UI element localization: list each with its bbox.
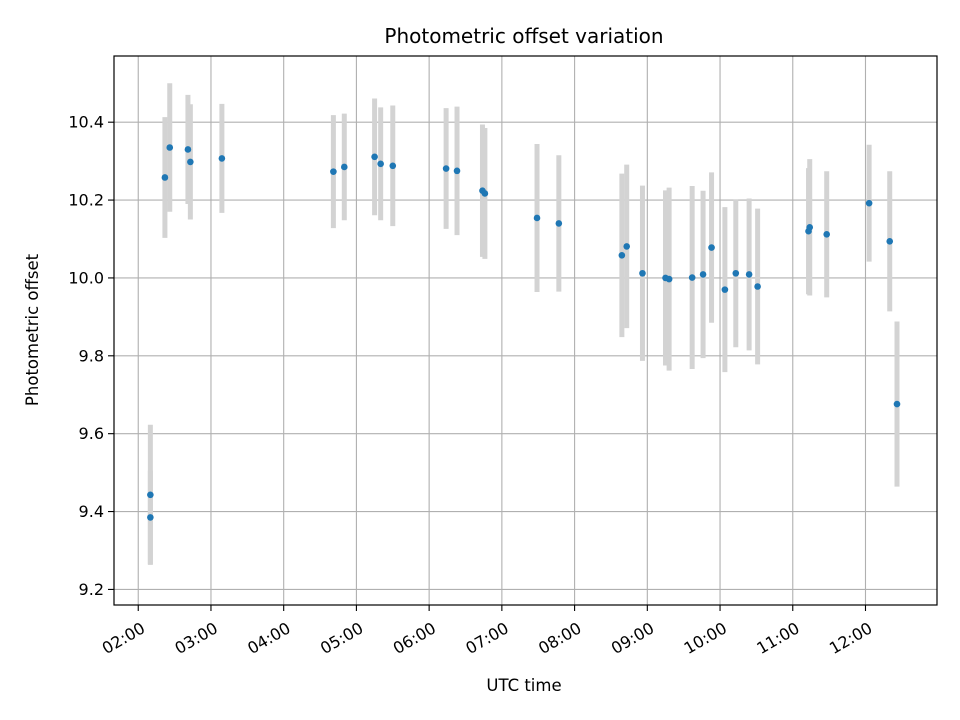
data-point xyxy=(481,190,489,197)
data-point xyxy=(442,165,450,172)
y-tick-label: 9.2 xyxy=(79,580,104,599)
data-point xyxy=(665,275,673,283)
data-point xyxy=(688,274,696,281)
data-point xyxy=(453,167,461,175)
data-point xyxy=(147,491,154,499)
data-point xyxy=(184,146,192,153)
data-point xyxy=(330,168,337,175)
data-point xyxy=(161,174,169,181)
data-point xyxy=(340,163,348,171)
data-point xyxy=(166,144,174,151)
data-point xyxy=(639,269,646,277)
y-tick-label: 10.0 xyxy=(68,268,104,287)
data-point xyxy=(623,243,631,250)
data-point xyxy=(377,160,384,168)
data-point xyxy=(533,214,541,222)
y-axis-ticks: 9.2 9.4 9.6 9.8 10.0 10.2 10.4 xyxy=(68,113,114,599)
data-point xyxy=(708,244,715,251)
data-point xyxy=(187,158,194,166)
y-tick-label: 9.8 xyxy=(79,346,104,365)
data-point xyxy=(699,271,707,278)
y-tick-label: 10.4 xyxy=(68,113,104,132)
data-point xyxy=(865,199,873,207)
y-tick-label: 9.6 xyxy=(79,424,104,443)
data-point xyxy=(389,162,397,170)
grid xyxy=(114,56,937,605)
data-point xyxy=(371,153,378,161)
data-point xyxy=(745,271,753,278)
data-point xyxy=(555,220,563,227)
data-point xyxy=(147,514,154,521)
y-tick-label: 10.2 xyxy=(68,191,104,210)
data-point xyxy=(806,224,814,231)
data-point xyxy=(732,269,740,277)
data-point xyxy=(886,238,894,245)
data-point xyxy=(893,400,901,408)
data-point xyxy=(618,252,626,259)
y-tick-label: 9.4 xyxy=(79,502,104,521)
data-points xyxy=(147,144,901,521)
y-axis-title: Photometric offset xyxy=(23,253,42,406)
data-point xyxy=(721,286,729,293)
data-point xyxy=(754,283,761,290)
chart-title: Photometric offset variation xyxy=(384,24,663,48)
data-point xyxy=(218,155,226,162)
data-point xyxy=(823,231,831,238)
plot-frame xyxy=(113,55,938,606)
x-axis-title: UTC time xyxy=(486,676,561,695)
